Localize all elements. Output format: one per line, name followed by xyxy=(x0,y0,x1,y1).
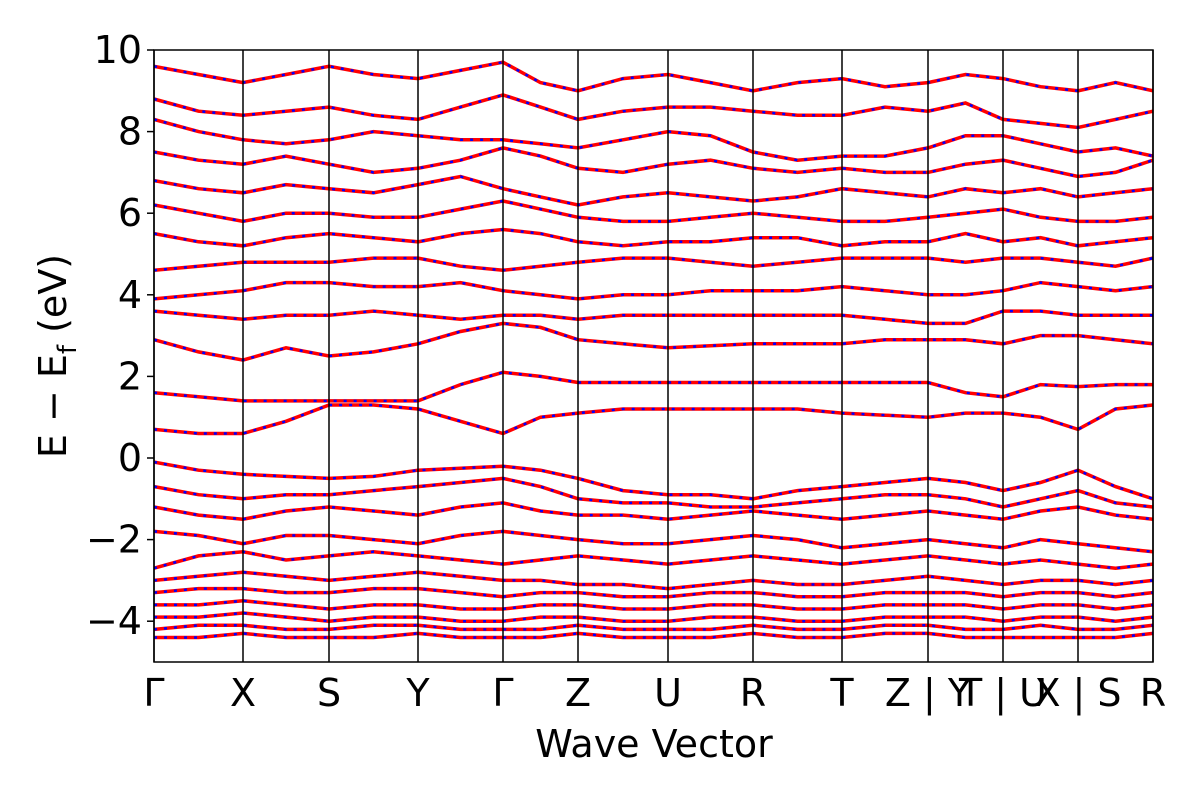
x-tick-label: Γ xyxy=(492,671,513,715)
x-tick-label: Y xyxy=(405,671,430,715)
x-tick-label: X | S xyxy=(1034,671,1121,716)
y-tick-label: −4 xyxy=(86,599,142,643)
y-label-main: E − E xyxy=(31,354,75,458)
x-tick-label: T xyxy=(829,671,854,715)
y-tick-label: 10 xyxy=(94,28,142,72)
x-tick-label: R xyxy=(1140,671,1166,715)
plot-frame xyxy=(153,49,1154,663)
x-tick-label: Z xyxy=(565,671,591,715)
x-tick-label: X xyxy=(230,671,256,715)
y-tick-label: 0 xyxy=(118,436,142,480)
x-tick-label: U xyxy=(654,671,682,715)
y-tick-label: 2 xyxy=(118,354,142,398)
y-tick-label: 6 xyxy=(118,191,142,235)
y-label-unit: (eV) xyxy=(31,254,75,345)
x-tick-label: Γ xyxy=(143,671,164,715)
y-tick-label: 8 xyxy=(118,110,142,154)
y-axis-label: E − Ef (eV) xyxy=(31,254,83,458)
x-tick-label: Z | Y xyxy=(885,671,972,716)
y-tick-label: −2 xyxy=(86,518,142,562)
y-label-sub: f xyxy=(53,344,83,354)
x-tick-label: R xyxy=(740,671,766,715)
y-tick-label: 4 xyxy=(118,273,142,317)
x-axis-label: Wave Vector xyxy=(535,722,773,766)
x-tick-label: T | U xyxy=(958,671,1047,716)
x-tick-label: S xyxy=(317,671,341,715)
axes: Γ X S Y Γ Z U R T Z | YT | UX | S R −4 −2 0 2 4 6 8 10 xyxy=(86,28,1166,716)
